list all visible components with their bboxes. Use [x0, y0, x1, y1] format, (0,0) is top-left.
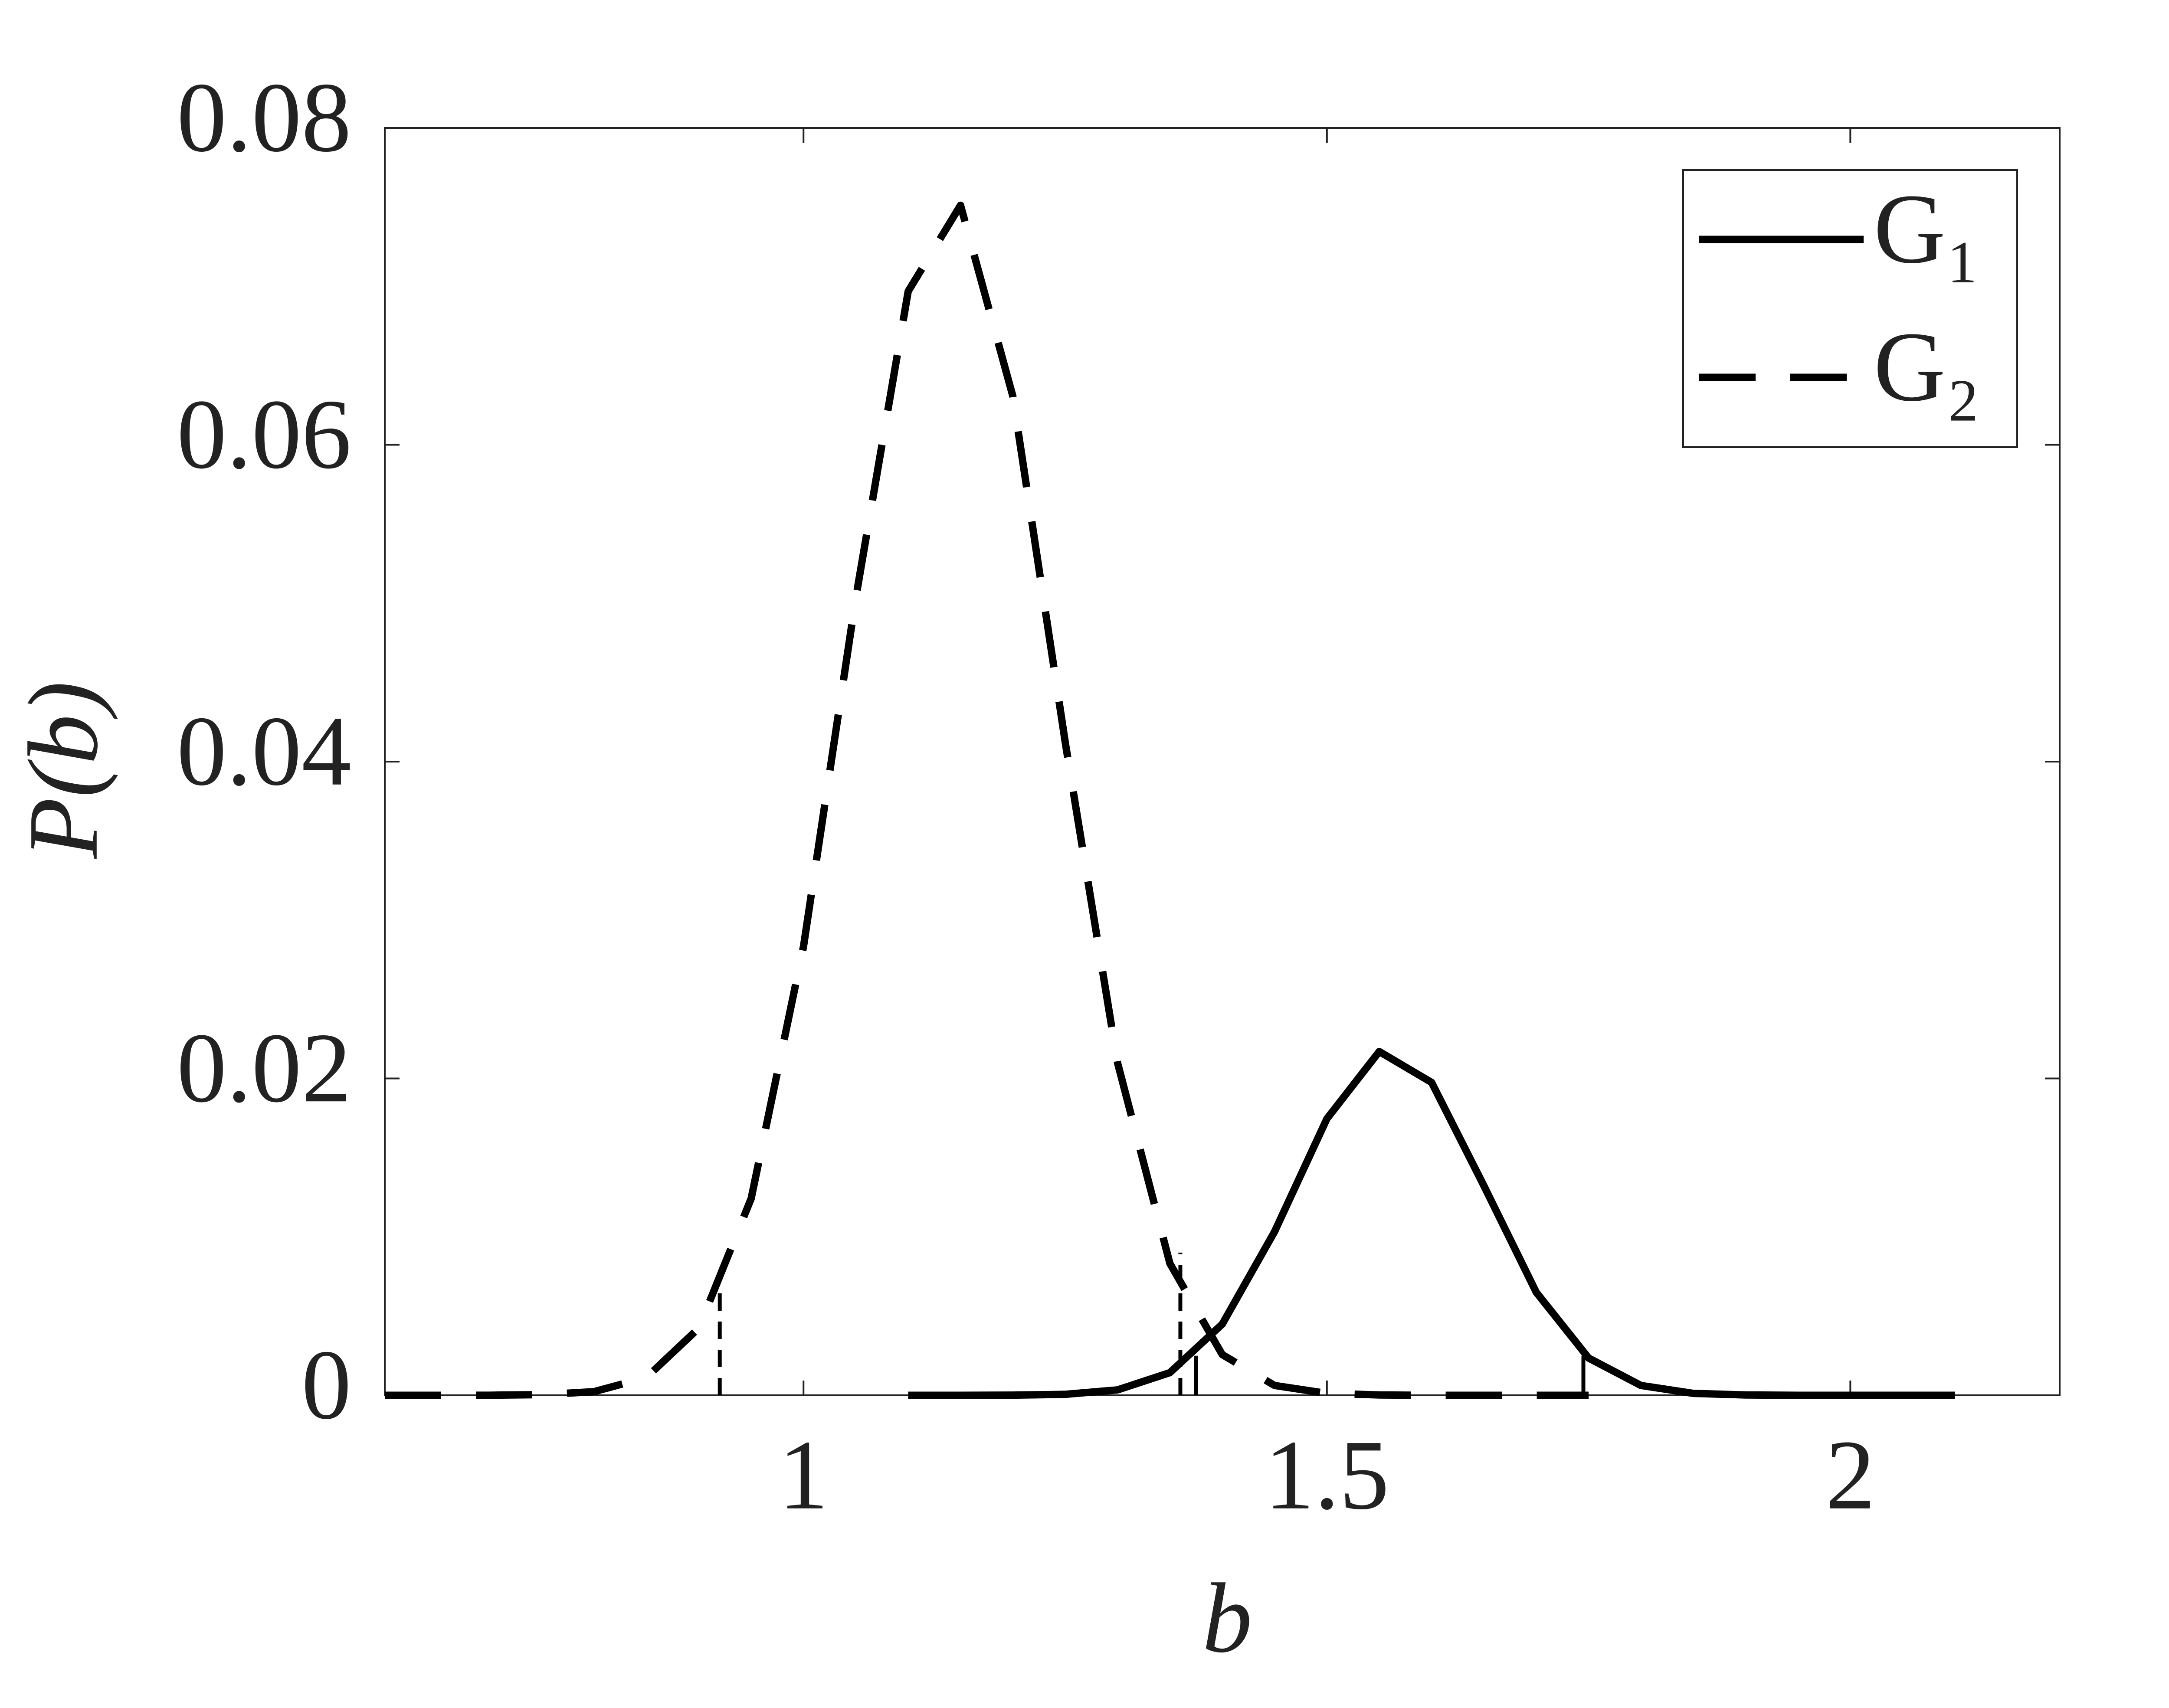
legend-label: G₁	[1874, 173, 1980, 284]
line-series	[385, 201, 1589, 1399]
x-axis-label: b	[1202, 1563, 1252, 1673]
plot-frame	[384, 127, 2061, 1396]
x-tick-label: 1	[779, 1420, 829, 1530]
legend-box	[1682, 169, 2018, 448]
x-tick-label: 1.5	[1265, 1420, 1389, 1530]
line-series	[908, 1047, 1955, 1399]
x-tick-label: 2	[1825, 1420, 1875, 1530]
y-tick-label: 0.08	[177, 62, 352, 173]
y-tick-label: 0	[301, 1329, 351, 1440]
y-tick-label: 0.02	[177, 1012, 352, 1123]
legend-label: G₂	[1874, 311, 1980, 422]
y-tick-label: 0.04	[177, 696, 352, 806]
y-tick-label: 0.06	[177, 379, 352, 489]
y-axis-label: P(b)	[8, 681, 118, 860]
